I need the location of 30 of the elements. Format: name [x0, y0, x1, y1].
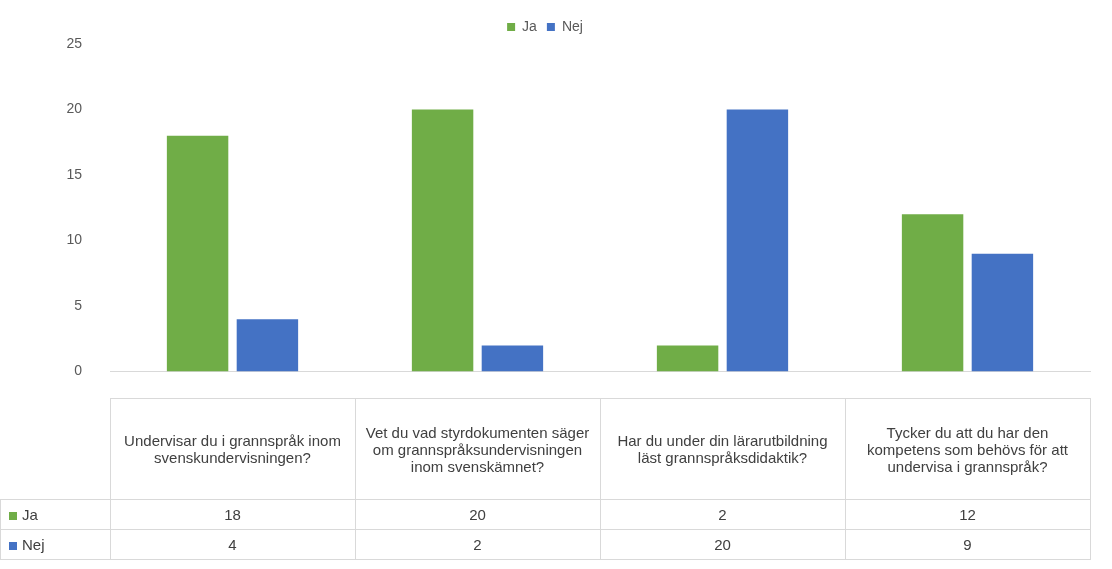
data-label: 4: [110, 529, 355, 560]
x-tick-label: Tycker du att du har den kompetens som behövs för att undervisa i grannspråk?: [845, 398, 1090, 500]
data-label: 20: [355, 499, 600, 530]
legend-label: Nej: [561, 17, 583, 34]
x-tick-label: Undervisar du i grannspråk inom svenskundervisningen?: [110, 398, 355, 500]
text: Ja: [22, 506, 38, 523]
bar: [236, 319, 299, 372]
x-tick-label: Vet du vad styrdokumenten säger om grannspråksundervisningen inom svenskämnet?: [355, 398, 600, 500]
bar: [166, 135, 229, 372]
x-tick-label: Har du under din lärarutbildning läst grannspråksdidaktik?: [600, 398, 845, 500]
y-tick-label: 20: [66, 100, 83, 117]
bar: [726, 109, 789, 372]
y-tick-label: 0: [74, 362, 83, 379]
bar: [656, 345, 719, 372]
text: Nej: [22, 536, 45, 553]
data-label: 20: [600, 529, 845, 560]
data-label: 9: [845, 529, 1090, 560]
y-tick-label: 5: [74, 296, 83, 313]
data-label: 18: [110, 499, 355, 530]
legend-label: Ja: [522, 17, 538, 34]
y-tick-label: 15: [66, 165, 83, 182]
y-tick-label: 25: [66, 34, 83, 51]
bar: [411, 109, 474, 372]
data-label: 12: [845, 499, 1090, 530]
bar: [971, 253, 1034, 372]
y-tick-label: 10: [66, 231, 83, 248]
bar: [901, 214, 964, 372]
bar: [481, 345, 544, 372]
data-label: 2: [355, 529, 600, 560]
data-label: 2: [600, 499, 845, 530]
